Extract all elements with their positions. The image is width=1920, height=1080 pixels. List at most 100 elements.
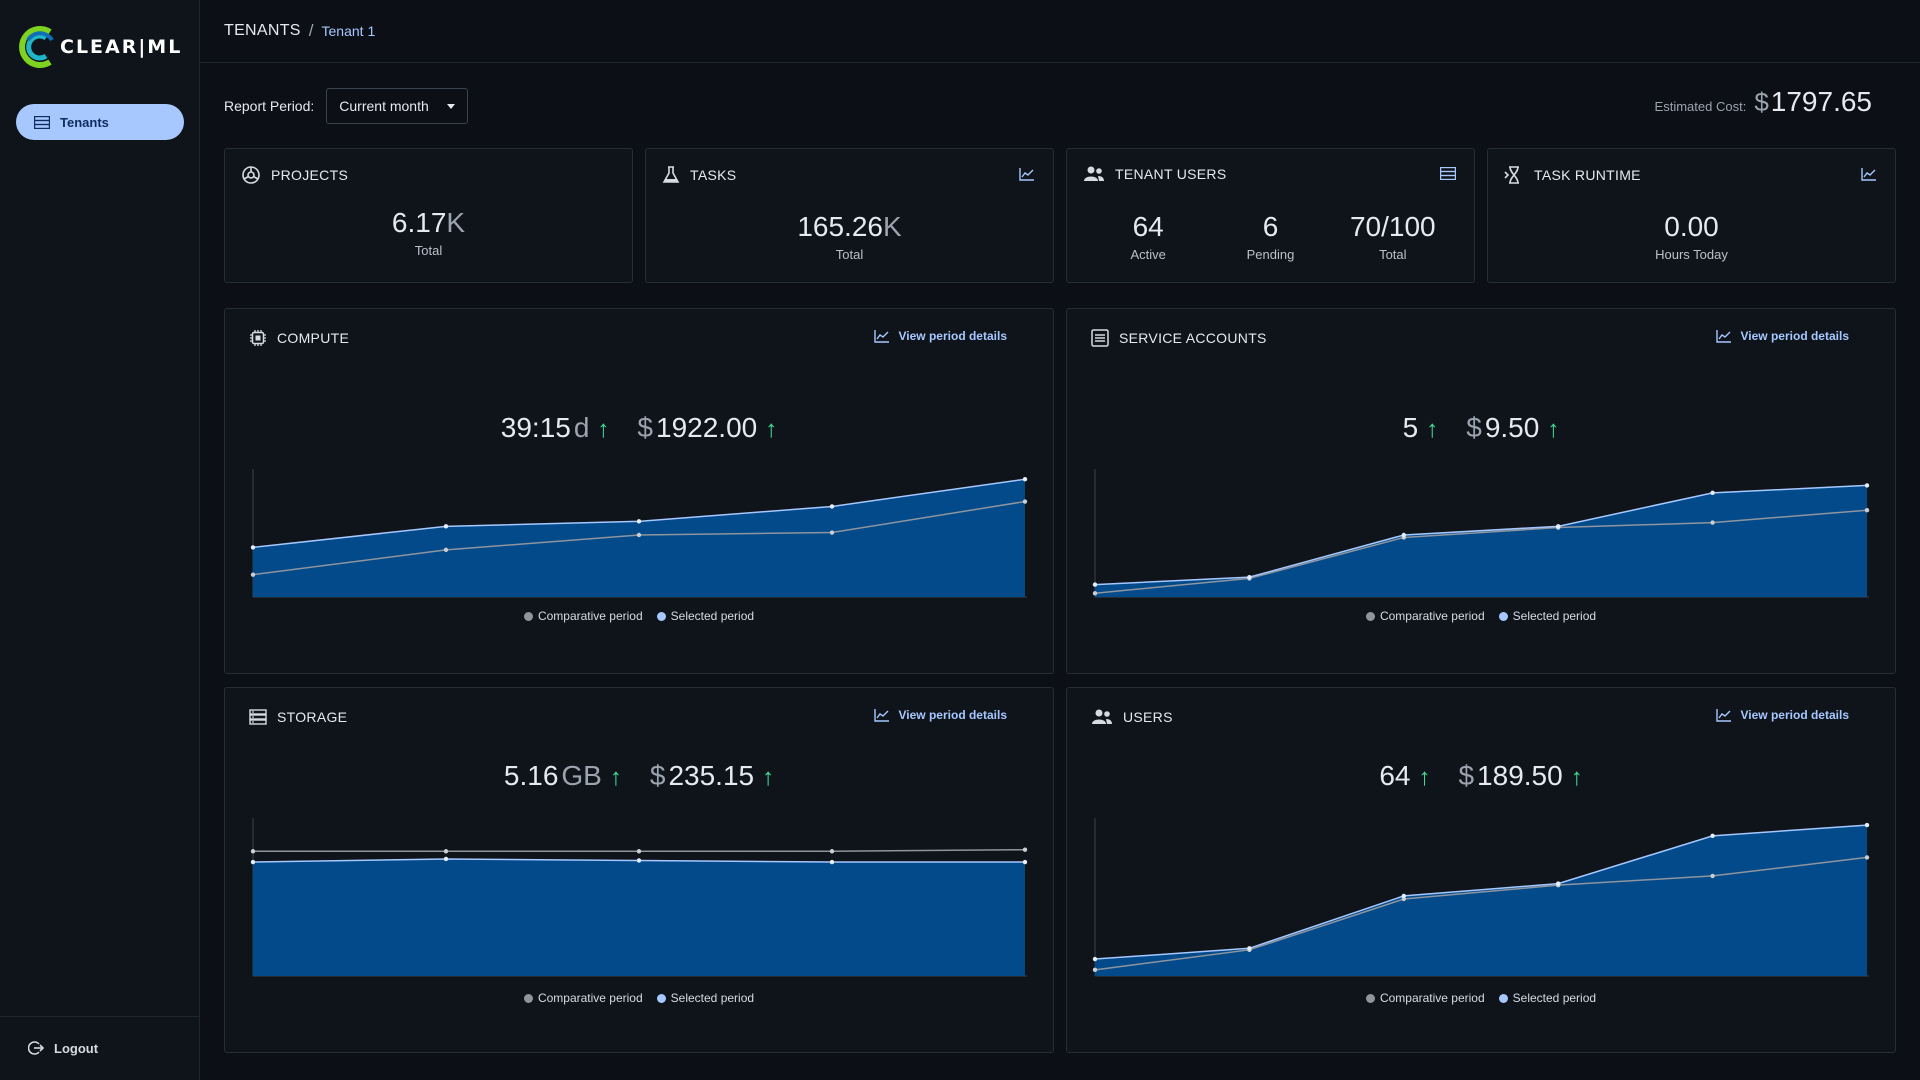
estimated-cost-currency: $ <box>1754 87 1769 117</box>
users-icon <box>1092 709 1112 724</box>
compute-view-details-link[interactable]: View period details <box>873 329 1007 343</box>
selected-point <box>443 856 449 862</box>
clearml-logo[interactable]: CLEAR|ML <box>16 22 182 72</box>
sidebar-divider <box>0 1016 200 1017</box>
tenant-users-title-text: TENANT USERS <box>1115 166 1227 182</box>
legend-selected[interactable]: Selected period <box>1498 991 1596 1005</box>
storage-legend: Comparative period Selected period <box>225 991 1053 1005</box>
legend-dot-selected <box>656 611 666 621</box>
tenant-users-active-caption: Active <box>1130 247 1166 262</box>
selected-point <box>1401 532 1406 538</box>
compute-legend: Comparative period Selected period <box>225 609 1053 623</box>
storage-kpis: 5.16 GB ↑ $235.15 ↑ <box>225 760 1053 792</box>
task-runtime-chart-button[interactable] <box>1861 167 1877 186</box>
estimated-cost-label: Estimated Cost: <box>1654 99 1747 114</box>
line-chart-icon <box>1715 709 1731 722</box>
legend-selected-label: Selected period <box>670 991 755 1005</box>
selected-period-area <box>1095 825 1867 976</box>
task-runtime-stat: 0.00 Hours Today <box>1488 211 1895 262</box>
storage-size-unit: GB <box>561 760 602 791</box>
legend-comparative[interactable]: Comparative period <box>1365 991 1485 1005</box>
selected-period-area <box>1095 485 1867 597</box>
service-accounts-legend: Comparative period Selected period <box>1067 609 1895 623</box>
users-count: 64 ↑ <box>1379 760 1430 792</box>
projects-title-text: PROJECTS <box>271 167 349 183</box>
tenant-users-pending-caption: Pending <box>1246 247 1295 262</box>
report-period: Report Period: Current month <box>224 88 469 124</box>
sidebar-item-tenants[interactable]: Tenants <box>16 104 184 140</box>
tenant-users-active-value: 64 <box>1132 211 1164 242</box>
logo-text: CLEAR|ML <box>60 36 183 58</box>
line-chart-icon <box>873 709 889 722</box>
selected-point <box>1092 956 1098 962</box>
projects-icon <box>242 166 260 184</box>
legend-dot-selected <box>1498 993 1508 1003</box>
selected-period-line <box>1094 484 1868 586</box>
arrow-up-icon: ↑ <box>1426 416 1439 443</box>
logo-icon <box>19 26 54 68</box>
users-title-text: USERS <box>1123 709 1173 725</box>
legend-selected[interactable]: Selected period <box>656 991 755 1005</box>
legend-comparative[interactable]: Comparative period <box>523 609 643 623</box>
legend-selected[interactable]: Selected period <box>656 609 754 623</box>
service-accounts-cost-value: 9.50 <box>1484 412 1540 443</box>
legend-comparative-label: Comparative period <box>1379 991 1485 1005</box>
line-chart-icon <box>873 330 889 343</box>
compute-cost-value: 1922.00 <box>656 412 758 443</box>
service-accounts-view-details-link[interactable]: View period details <box>1715 329 1849 343</box>
service-accounts-count-value: 5 <box>1402 412 1419 443</box>
compute-view-details-label: View period details <box>898 329 1007 343</box>
users-count-value: 64 <box>1379 760 1411 791</box>
tenant-users-total-value: 70/100 <box>1349 211 1436 242</box>
legend-comparative[interactable]: Comparative period <box>1365 609 1485 623</box>
logout-button[interactable]: Logout <box>28 1040 98 1056</box>
comparative-point <box>1092 967 1098 973</box>
compute-duration-value: 39:15 <box>500 412 571 443</box>
chevron-down-icon <box>447 103 456 109</box>
arrow-up-icon: ↑ <box>1570 764 1583 791</box>
comparative-point <box>636 532 642 538</box>
users-title: USERS <box>1091 708 1173 726</box>
tenant-users-card: TENANT USERS 64 Active 6 Pending 70/100 … <box>1066 148 1475 283</box>
storage-cost-value: 235.15 <box>668 760 755 791</box>
storage-view-details-label: View period details <box>898 708 1007 722</box>
arrow-up-icon: ↑ <box>762 764 775 791</box>
tenant-users-title: TENANT USERS <box>1083 165 1226 183</box>
legend-dot-selected <box>656 993 666 1003</box>
selected-point <box>1710 490 1715 496</box>
selected-period-area <box>253 479 1025 597</box>
breadcrumb-tenants[interactable]: TENANTS <box>224 22 301 39</box>
storage-size-value: 5.16 <box>503 760 559 791</box>
tenant-users-pending: 6 Pending <box>1210 211 1330 262</box>
report-period-select[interactable]: Current month <box>326 88 469 124</box>
logout-label: Logout <box>54 1040 99 1056</box>
legend-comparative-label: Comparative period <box>537 609 643 623</box>
service-accounts-title: SERVICE ACCOUNTS <box>1091 329 1267 347</box>
tenant-users-total-caption: Total <box>1379 247 1407 262</box>
compute-chart <box>250 469 1028 598</box>
breadcrumb-current[interactable]: Tenant 1 <box>321 23 376 39</box>
comparative-point <box>1022 847 1028 852</box>
users-view-details-link[interactable]: View period details <box>1715 708 1849 722</box>
selected-point <box>1022 477 1028 482</box>
legend-dot-selected <box>1498 611 1508 621</box>
comparative-point <box>829 530 835 535</box>
users-cost: $189.50 ↑ <box>1458 760 1582 792</box>
storage-view-details-link[interactable]: View period details <box>873 708 1007 722</box>
comparative-period-line <box>1094 856 1868 971</box>
users-cost-currency: $ <box>1458 760 1475 791</box>
selected-point <box>636 519 642 524</box>
tasks-chart-button[interactable] <box>1019 167 1035 186</box>
tenant-users-table-button[interactable] <box>1439 166 1457 185</box>
selected-point <box>829 859 835 865</box>
selected-point <box>1247 574 1252 580</box>
service-accounts-view-details-label: View period details <box>1740 329 1849 343</box>
legend-selected[interactable]: Selected period <box>1498 609 1596 623</box>
compute-cost: $1922.00 ↑ <box>637 412 777 444</box>
comparative-point <box>1710 873 1715 879</box>
legend-dot-comparative <box>523 993 533 1003</box>
legend-comparative[interactable]: Comparative period <box>523 991 643 1005</box>
tenant-users-active: 64 Active <box>1088 211 1208 262</box>
selected-point <box>1247 946 1252 951</box>
comparative-point <box>443 849 449 854</box>
